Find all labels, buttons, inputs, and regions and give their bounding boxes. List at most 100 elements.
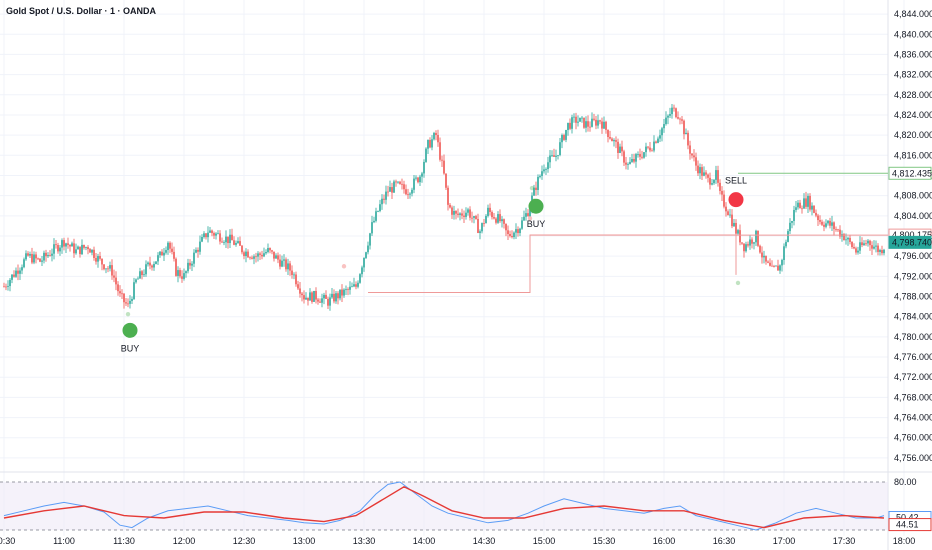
candle-down	[801, 208, 803, 210]
candle-up	[167, 242, 169, 251]
candle-down	[99, 256, 101, 259]
candle-down	[477, 218, 479, 233]
candle-up	[783, 246, 785, 260]
time-axis[interactable]: 10:30 11:00 11:30 12:00 12:30 13:00 13:30 14:00…	[0, 536, 915, 546]
candle-down	[687, 132, 689, 146]
candle-down	[617, 141, 619, 153]
candle-down	[429, 139, 431, 148]
candle-up	[781, 259, 783, 266]
candle-up	[425, 148, 427, 162]
price-pane[interactable]: BUY BUY SELL	[3, 104, 888, 353]
candle-down	[575, 116, 577, 123]
candle-down	[271, 250, 273, 252]
candle-up	[807, 195, 809, 207]
candle-down	[277, 255, 279, 260]
candle-up	[345, 289, 347, 291]
candle-up	[47, 255, 49, 257]
candle-up	[137, 278, 139, 280]
candle-down	[483, 223, 485, 224]
candle-down	[739, 230, 741, 243]
price-tick-label: 4,792.000	[894, 271, 932, 281]
candle-down	[471, 217, 473, 219]
candle-up	[551, 155, 553, 157]
candle-down	[593, 118, 595, 120]
candle-down	[819, 220, 821, 222]
candle-up	[737, 230, 739, 234]
candle-up	[423, 161, 425, 174]
candle-down	[3, 286, 5, 288]
candle-down	[605, 121, 607, 130]
candle-down	[317, 299, 319, 302]
price-axis[interactable]: 4,756.000 4,760.000 4,764.000 4,768.000 4,77…	[888, 9, 932, 532]
candle-down	[595, 119, 597, 126]
candle-down	[767, 261, 769, 263]
candle-down	[251, 257, 253, 259]
candle-down	[673, 107, 675, 109]
candle-up	[357, 282, 359, 287]
candle-up	[237, 241, 239, 243]
candle-down	[151, 265, 153, 268]
candle-up	[199, 241, 201, 252]
candle-down	[319, 301, 321, 303]
candle-up	[215, 233, 217, 236]
candle-up	[51, 253, 53, 256]
candle-down	[647, 146, 649, 148]
candle-down	[93, 249, 95, 258]
candle-down	[731, 214, 733, 227]
candle-down	[587, 121, 589, 127]
candle-down	[697, 165, 699, 174]
time-tick-label: 12:30	[233, 536, 256, 546]
candle-down	[295, 274, 297, 285]
candle-down	[279, 259, 281, 267]
candle-up	[591, 118, 593, 127]
candle-up	[547, 162, 549, 170]
candle-up	[597, 120, 599, 126]
candle-up	[365, 252, 367, 258]
candle-up	[153, 263, 155, 268]
candle-up	[795, 207, 797, 210]
candle-down	[125, 302, 127, 304]
candle-up	[139, 271, 141, 279]
candle-down	[449, 204, 451, 208]
candle-down	[73, 243, 75, 254]
candle-up	[567, 122, 569, 130]
candle-down	[27, 253, 29, 256]
time-tick-label: 15:00	[533, 536, 556, 546]
candle-down	[681, 119, 683, 121]
candle-down	[243, 252, 245, 257]
candle-down	[227, 236, 229, 244]
candle-up	[323, 294, 325, 299]
candle-down	[141, 271, 143, 276]
candle-up	[831, 222, 833, 226]
candle-up	[523, 216, 525, 221]
candle-up	[23, 259, 25, 268]
candle-down	[623, 151, 625, 163]
candle-down	[211, 230, 213, 234]
candle-up	[779, 265, 781, 271]
candle-down	[607, 129, 609, 137]
candle-up	[61, 240, 63, 248]
candle-down	[601, 121, 603, 129]
candle-up	[577, 121, 579, 123]
candle-up	[847, 237, 849, 240]
candle-down	[69, 244, 71, 247]
signal-dot	[125, 311, 131, 317]
candle-down	[757, 230, 759, 246]
candle-up	[133, 282, 135, 299]
candle-down	[835, 229, 837, 230]
price-tick-label: 4,760.000	[894, 433, 932, 443]
candle-up	[343, 289, 345, 296]
rsi-pane[interactable]	[0, 481, 888, 531]
candle-up	[265, 252, 267, 254]
candle-down	[765, 255, 767, 262]
candle-up	[573, 116, 575, 118]
candle-up	[411, 189, 413, 194]
price-tick-label: 4,768.000	[894, 392, 932, 402]
candle-up	[145, 264, 147, 275]
candle-down	[725, 206, 727, 212]
candle-up	[619, 146, 621, 153]
candle-up	[513, 232, 515, 238]
sell-level-tag: 4,812.435	[888, 166, 932, 180]
